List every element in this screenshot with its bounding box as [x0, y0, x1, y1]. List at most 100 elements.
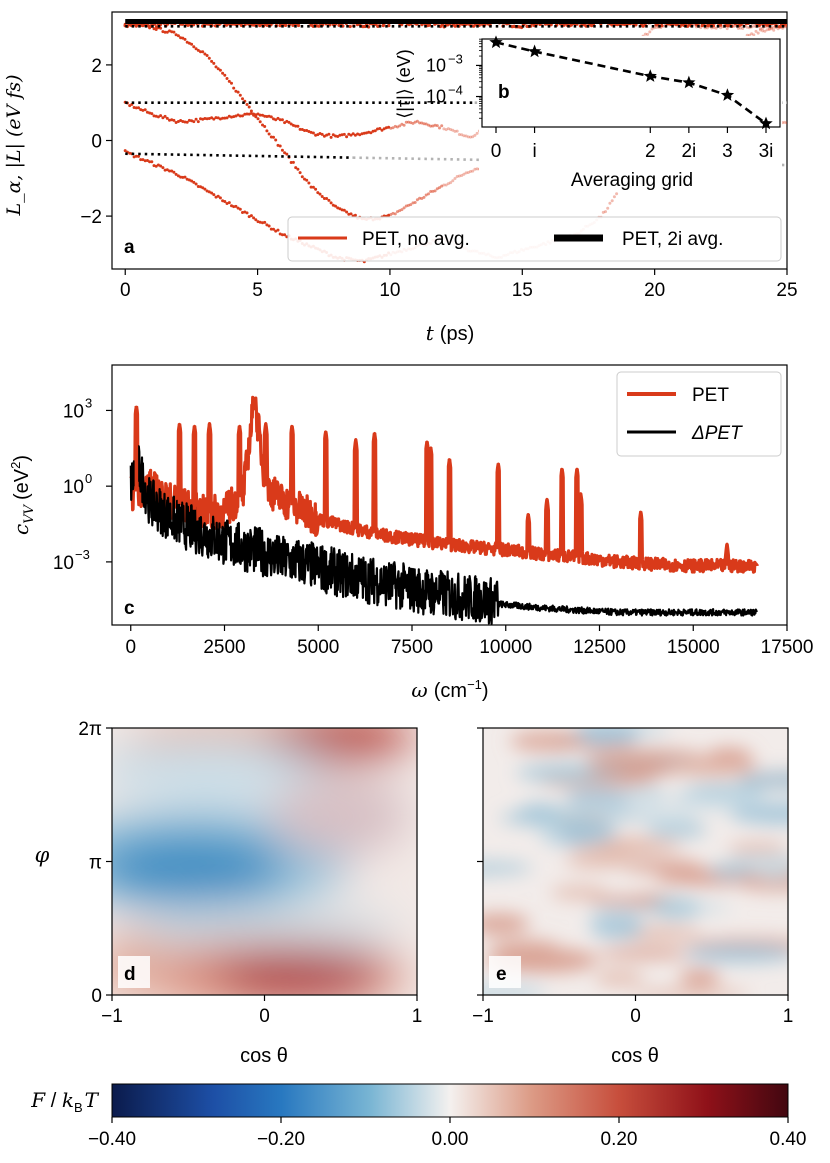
heat-blob: [596, 947, 696, 960]
point-no-avg-t4: [767, 28, 771, 31]
point-no-avg-t3: [241, 114, 244, 118]
point-no-avg-t2: [453, 177, 457, 180]
point-no-avg-t2: [446, 182, 450, 186]
point-no-avg-t3: [172, 118, 176, 122]
point-no-avg-t2: [247, 105, 251, 109]
x-tick-label-heat: 0: [630, 1006, 641, 1027]
point-no-avg-t3: [327, 132, 331, 136]
x-tick-label-b: 2i: [681, 141, 696, 162]
point-no-avg-t3: [469, 135, 472, 139]
point-no-avg-t2: [283, 151, 287, 155]
x-tick-label-heat: 1: [412, 1006, 423, 1027]
point-no-avg-t3: [210, 116, 214, 120]
panel-e-xlabel: cos θ: [611, 1045, 659, 1067]
point-no-avg-t3: [269, 115, 273, 119]
point-no-avg-t2: [285, 152, 289, 156]
y-tick-label-a: −2: [80, 207, 102, 228]
panel-c-ylabel: cVV(eV2): [8, 455, 37, 535]
point-no-avg-t4: [148, 160, 152, 164]
point-no-avg-t2: [179, 36, 183, 40]
line-avg-error: [495, 41, 767, 125]
point-no-avg-t2: [772, 25, 776, 29]
heat-blob: [589, 895, 671, 907]
point-no-avg-t2: [462, 172, 466, 176]
point-no-avg-t3: [137, 106, 140, 110]
point-no-avg-t1: [718, 23, 723, 27]
heat-blob: [708, 862, 759, 879]
point-no-avg-t3: [457, 133, 461, 136]
point-no-avg-t2: [318, 192, 322, 196]
point-no-avg-t2: [391, 211, 395, 215]
point-no-avg-t2: [471, 169, 475, 173]
point-no-avg-t2: [325, 197, 329, 200]
point-no-avg-t3: [156, 115, 160, 119]
point-no-avg-t2: [218, 68, 222, 72]
point-no-avg-t4: [761, 29, 765, 33]
point-no-avg-t3: [336, 135, 340, 138]
panel-e: −1 0 1 e cos θ: [472, 727, 793, 1067]
heat-blob: [563, 789, 632, 810]
point-no-avg-t4: [770, 27, 773, 31]
heat-blob: [635, 809, 696, 827]
point-no-avg-t3: [185, 120, 189, 124]
point-no-avg-t2: [752, 24, 756, 28]
point-no-avg-t2: [223, 73, 227, 77]
point-no-avg-t3: [278, 118, 282, 122]
point-no-avg-t3: [194, 117, 198, 121]
x-tick-label-c: 17500: [761, 637, 814, 658]
point-no-avg-t2: [719, 26, 723, 30]
point-no-avg-t3: [183, 120, 187, 124]
point-no-avg-t2: [473, 167, 477, 171]
point-no-avg-t4: [216, 194, 220, 198]
point-no-avg-t4: [610, 199, 614, 203]
point-no-avg-t2: [314, 187, 318, 191]
panel-d-label-bg: [118, 956, 150, 988]
point-no-avg-t4: [207, 190, 211, 194]
point-no-avg-t3: [159, 114, 163, 118]
line-delta-pet: [129, 444, 758, 625]
colorbar-axes: −0.40 −0.20 0.00 0.20 0.40: [88, 1117, 806, 1150]
point-no-avg-t4: [181, 175, 185, 179]
point-no-avg-t2: [345, 210, 349, 214]
point-no-avg-t2: [646, 32, 650, 36]
point-no-avg-t3: [353, 133, 357, 137]
point-no-avg-t3: [196, 120, 200, 124]
point-no-avg-t4: [258, 220, 262, 224]
point-no-avg-t4: [225, 202, 229, 205]
point-no-avg-t2: [174, 33, 178, 37]
point-no-avg-t4: [754, 29, 758, 33]
point-no-avg-t2: [322, 197, 326, 200]
point-no-avg-t4: [134, 154, 138, 158]
point-no-avg-t3: [345, 135, 349, 139]
y-tick-label-c: 10: [63, 401, 84, 422]
point-no-avg-t3: [311, 131, 315, 135]
point-no-avg-t3: [358, 133, 362, 137]
point-no-avg-t2: [732, 24, 736, 28]
point-no-avg-t2: [221, 71, 225, 75]
point-no-avg-t4: [150, 160, 154, 164]
point-no-avg-t3: [150, 112, 154, 116]
point-no-avg-t2: [418, 196, 422, 200]
point-no-avg-t4: [172, 170, 176, 174]
point-no-avg-t2: [192, 45, 196, 49]
point-no-avg-t3: [471, 135, 475, 139]
point-no-avg-t1: [427, 23, 432, 27]
point-no-avg-t3: [258, 113, 262, 117]
heat-blob: [669, 758, 756, 779]
point-no-avg-t3: [466, 135, 470, 139]
point-no-avg-t3: [444, 128, 448, 132]
point-no-avg-t3: [404, 120, 408, 124]
legend-label-2i-avg: PET, 2i avg.: [622, 229, 723, 250]
point-no-avg-t2: [460, 174, 464, 177]
point-no-avg-t3: [276, 116, 280, 120]
panel-d-xlabel: cos θ: [240, 1045, 288, 1067]
star-marker-3i: [759, 116, 773, 130]
panel-d-ylabel: φ: [35, 843, 50, 867]
point-no-avg-t3: [464, 134, 468, 138]
point-no-avg-t2: [203, 52, 207, 56]
point-no-avg-t4: [283, 233, 287, 237]
point-no-avg-t2: [712, 26, 716, 30]
point-no-avg-t4: [183, 175, 187, 179]
